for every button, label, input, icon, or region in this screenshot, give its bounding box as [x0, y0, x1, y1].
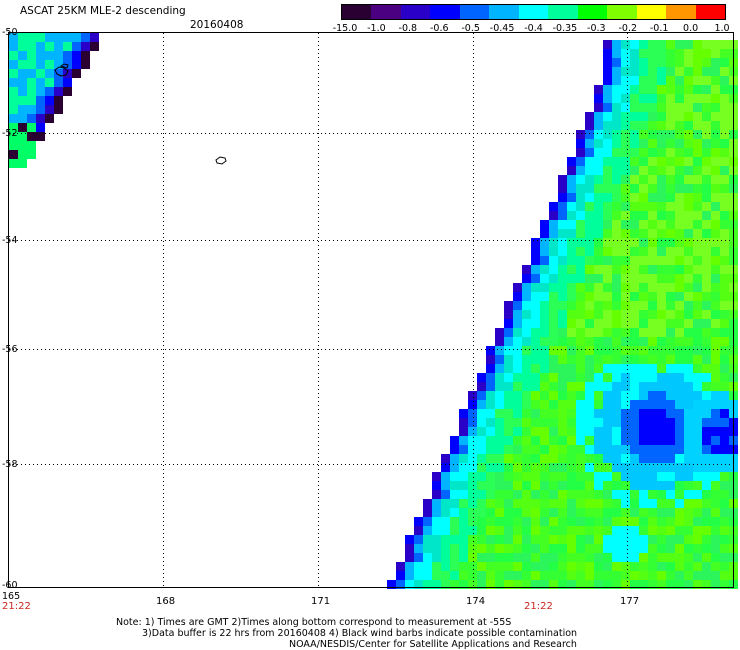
lat-label-50: -50 [2, 27, 18, 38]
lon-label-168: 168 [156, 596, 176, 607]
color-scale-segment [666, 5, 696, 19]
coastline-auckland-islands [54, 63, 69, 77]
color-scale-segment [371, 5, 401, 19]
color-scale-segment [400, 5, 431, 19]
color-scale-segment [430, 5, 460, 19]
color-scale-segment [636, 5, 667, 19]
map-frame [8, 32, 734, 588]
color-scale-label: -0.2 [618, 23, 638, 34]
color-scale-label: -0.3 [587, 23, 606, 34]
color-scale-segment [489, 5, 519, 19]
lat-label-60: -60 [2, 580, 18, 591]
color-scale-label: -1.0 [367, 23, 386, 34]
color-scale-segment [607, 5, 637, 19]
color-scale-label: 1.0 [714, 23, 730, 34]
product-date: 20160408 [190, 19, 244, 31]
lat-label-54: -54 [2, 235, 18, 246]
color-scale-segment [342, 5, 372, 19]
color-scale-segment [695, 5, 726, 19]
note-line-1: Note: 1) Times are GMT 2)Times along bot… [116, 617, 512, 628]
time-label-right: 21:22 [524, 601, 553, 612]
lon-label-177: 177 [620, 596, 640, 607]
color-scale-segment [577, 5, 608, 19]
coastline-campbell-island [215, 156, 227, 165]
product-title: ASCAT 25KM MLE-2 descending [20, 5, 186, 17]
lat-lon-grid [9, 33, 733, 587]
color-scale-bar [341, 4, 726, 20]
lon-label-165: 165 [2, 591, 21, 602]
color-scale-label: -0.4 [524, 23, 543, 34]
color-scale-label: 0.0 [683, 23, 699, 34]
color-scale-label: -0.45 [489, 23, 515, 34]
color-scale-segment [459, 5, 490, 19]
color-scale-label: -0.5 [461, 23, 480, 34]
color-scale-segment [518, 5, 549, 19]
lat-label-56: -56 [2, 344, 18, 355]
lat-label-52: -52 [2, 128, 18, 139]
lat-label-58: -58 [2, 459, 18, 470]
scatterometer-swath [9, 33, 738, 589]
time-label-left: 21:22 [2, 601, 31, 612]
lon-label-171: 171 [311, 596, 331, 607]
lon-label-174: 174 [466, 596, 486, 607]
color-scale-segment [548, 5, 578, 19]
color-scale-label: -0.35 [552, 23, 578, 34]
color-scale-label: -0.6 [429, 23, 449, 34]
color-scale-label: -0.1 [649, 23, 669, 34]
color-scale-label: -0.8 [398, 23, 418, 34]
note-line-2: 3)Data buffer is 22 hrs from 20160408 4)… [142, 628, 578, 639]
color-scale-label: -15.0 [332, 23, 358, 34]
note-line-3: NOAA/NESDIS/Center for Satellite Applica… [289, 639, 577, 650]
